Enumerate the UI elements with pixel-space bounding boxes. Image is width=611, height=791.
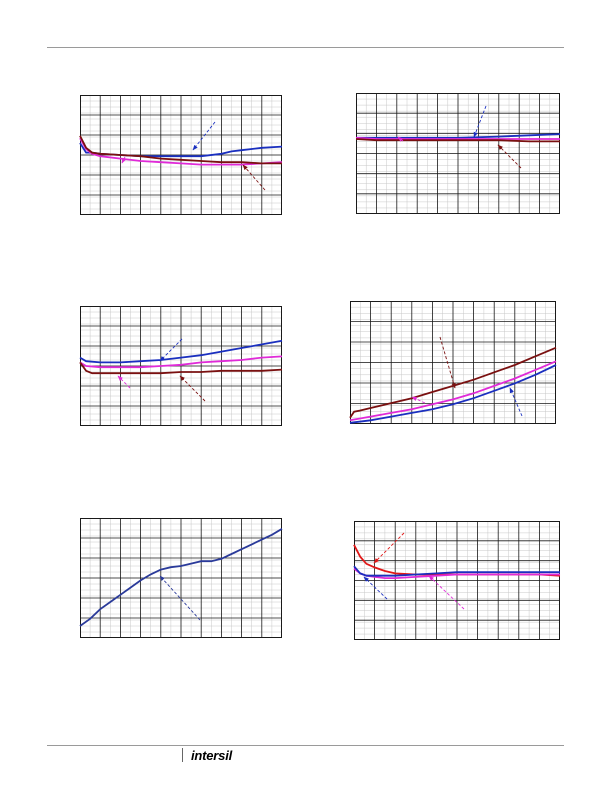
annotation-arrow: [242, 164, 266, 191]
plot-border: [80, 95, 282, 215]
series-line-maroon: [355, 138, 560, 143]
annotation-arrow: [473, 105, 487, 138]
annotation-arrow: [117, 375, 131, 389]
series-line-magenta: [79, 137, 283, 166]
annotation-arrow: [439, 336, 456, 389]
footer-rule: [47, 745, 564, 746]
annotation-arrow: [411, 396, 426, 404]
chart-top-left: [79, 95, 283, 215]
footer-logo: intersil: [182, 746, 232, 764]
series-line-blue: [356, 133, 561, 139]
series-line-maroon: [79, 361, 283, 375]
series-line-blue: [79, 339, 283, 364]
chart-middle-right: [349, 301, 557, 424]
series-line-magenta: [79, 355, 283, 369]
annotation-arrow: [428, 575, 465, 610]
chart-top-right: [355, 93, 561, 214]
intersil-logo: intersil: [191, 747, 233, 763]
annotation-arrow: [159, 338, 183, 362]
series-line-maroon: [349, 346, 557, 419]
plot-border: [350, 301, 556, 424]
chart-bottom-left: [79, 518, 283, 638]
plot-border: [354, 521, 560, 640]
annotation-arrow: [363, 576, 388, 600]
footer-divider: [182, 748, 183, 762]
series-line-magenta: [349, 360, 557, 422]
annotation-arrow: [497, 144, 522, 169]
chart-bottom-right: [353, 521, 561, 640]
annotation-arrow: [509, 387, 523, 417]
plot-border: [80, 518, 282, 638]
plot-border: [356, 93, 560, 214]
series-line-maroon: [79, 135, 282, 165]
annotation-arrow: [397, 136, 404, 142]
annotation-arrow: [179, 375, 206, 402]
series-line-navy: [79, 528, 283, 627]
annotation-arrow: [121, 156, 127, 164]
series-line-blue: [353, 565, 560, 577]
chart-middle-left: [79, 306, 283, 426]
series-line-magenta: [355, 136, 560, 140]
series-line-blue: [349, 364, 557, 424]
annotation-arrow: [192, 121, 216, 151]
plot-border: [80, 306, 282, 426]
annotation-arrow: [373, 532, 405, 564]
header-rule: [47, 47, 564, 48]
